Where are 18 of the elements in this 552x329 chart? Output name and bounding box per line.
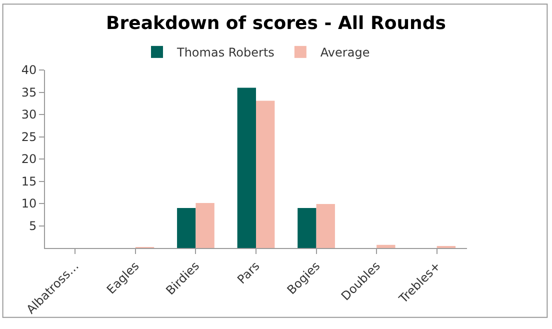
y-tick-label: 5 (28, 218, 37, 233)
legend-label: Average (320, 46, 370, 60)
y-tick-label: 40 (21, 63, 37, 78)
chart-title: Breakdown of scores - All Rounds (106, 13, 446, 34)
y-tick-label: 35 (21, 85, 37, 100)
bar (177, 208, 196, 248)
y-tick-label: 30 (21, 108, 37, 122)
bar (298, 208, 316, 248)
y-tick-label: 20 (21, 152, 37, 166)
bar (256, 100, 275, 248)
y-tick-label: 15 (21, 174, 37, 188)
legend-label: Thomas Roberts (176, 46, 274, 60)
bar (237, 88, 256, 248)
bar (196, 203, 214, 248)
y-tick-label: 10 (21, 196, 37, 211)
bar (376, 244, 396, 248)
bar (316, 204, 335, 248)
y-tick-label: 25 (21, 130, 37, 144)
